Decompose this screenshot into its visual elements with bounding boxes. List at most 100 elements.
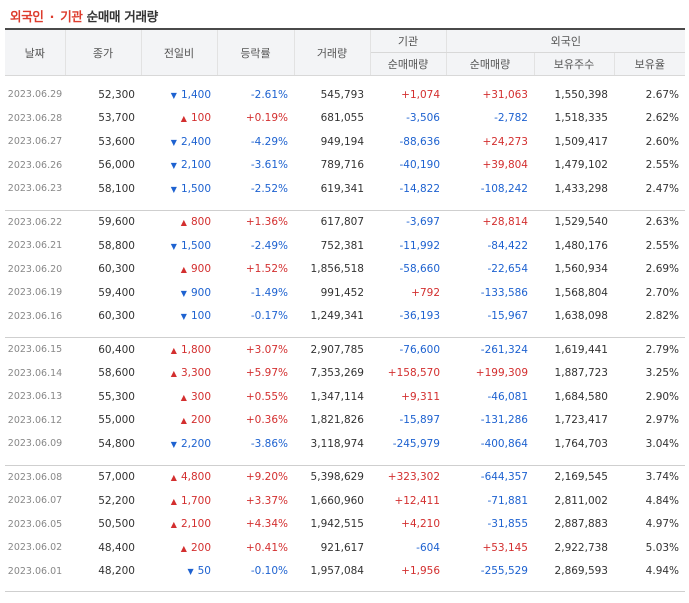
date-cell: 2023.06.28: [7, 112, 63, 124]
date-cell: 2023.06.14: [7, 367, 63, 379]
volume-cell: 991,452: [320, 286, 364, 299]
triangle-down-icon: ▼: [170, 90, 177, 100]
institution-net-cell: -58,660: [399, 263, 440, 276]
volume-cell: 7,353,269: [310, 367, 364, 380]
close-cell: 52,200: [98, 494, 135, 507]
triangle-up-icon: ▲: [170, 520, 177, 530]
foreign-ratio-cell: 2.90%: [645, 390, 680, 403]
change-cell: ▲ 1,800: [141, 338, 217, 362]
rate-cell: -2.61%: [250, 88, 288, 101]
header-institution-net: 순매매량: [370, 52, 447, 76]
date-cell: 2023.06.19: [7, 287, 63, 299]
table-row: 2023.06.05 50,500 ▲ 2,100 +4.34% 1,942,515 +4,…: [5, 513, 685, 537]
triangle-down-icon: ▼: [170, 137, 177, 147]
table-row: 2023.06.29 52,300 ▼ 1,400 -2.61% 545,793 +1,07…: [5, 83, 685, 107]
change-value: 1,800: [180, 343, 211, 356]
foreign-holdings-cell: 2,869,593: [554, 565, 608, 578]
institution-net-cell: +9,311: [401, 390, 440, 403]
close-cell: 55,000: [98, 414, 135, 427]
rate-cell: +4.34%: [245, 518, 288, 531]
change-cell: ▲ 2,100: [141, 513, 217, 537]
rate-cell: +9.20%: [245, 471, 288, 484]
header-foreign-group: 외국인: [446, 28, 686, 53]
date-cell: 2023.06.22: [7, 216, 63, 228]
table-row: 2023.06.27 53,600 ▼ 2,400 -4.29% 949,194 -88,6…: [5, 130, 685, 154]
title-institution: 기관: [60, 9, 83, 24]
foreign-net-cell: -261,324: [480, 343, 528, 356]
foreign-net-cell: -84,422: [487, 239, 528, 252]
foreign-ratio-cell: 3.25%: [645, 367, 680, 380]
volume-cell: 921,617: [320, 541, 364, 554]
table-row: 2023.06.14 58,600 ▲ 3,300 +5.97% 7,353,269 +15…: [5, 362, 685, 386]
triangle-up-icon: ▲: [180, 218, 187, 228]
close-cell: 48,200: [98, 565, 135, 578]
close-cell: 60,300: [98, 263, 135, 276]
table-row: 2023.06.13 55,300 ▲ 300 +0.55% 1,347,114 +9,31…: [5, 385, 685, 409]
rate-cell: +3.37%: [245, 494, 288, 507]
triangle-down-icon: ▼: [180, 312, 187, 322]
triangle-up-icon: ▲: [170, 473, 177, 483]
rate-cell: +1.52%: [245, 263, 288, 276]
foreign-holdings-cell: 1,480,176: [554, 239, 608, 252]
date-cell: 2023.06.09: [7, 438, 63, 450]
close-cell: 59,600: [98, 216, 135, 229]
foreign-net-cell: -133,586: [480, 286, 528, 299]
foreign-holdings-cell: 1,684,580: [554, 390, 608, 403]
institution-net-cell: +158,570: [387, 367, 440, 380]
close-cell: 57,000: [98, 471, 135, 484]
volume-cell: 949,194: [320, 135, 364, 148]
change-value: 200: [190, 541, 211, 554]
triangle-up-icon: ▲: [170, 496, 177, 506]
foreign-ratio-cell: 3.74%: [645, 471, 680, 484]
foreign-holdings-cell: 2,169,545: [554, 471, 608, 484]
triangle-down-icon: ▼: [187, 567, 194, 577]
change-value: 2,100: [180, 159, 211, 172]
foreign-net-cell: -2,782: [494, 112, 528, 125]
triangle-up-icon: ▲: [180, 114, 187, 124]
group-divider: [5, 76, 685, 84]
foreign-holdings-cell: 1,568,804: [554, 286, 608, 299]
triangle-up-icon: ▲: [180, 392, 187, 402]
change-cell: ▼ 900: [141, 281, 217, 305]
volume-cell: 1,821,826: [310, 414, 364, 427]
title-rest: 순매매 거래량: [86, 9, 159, 24]
table-row: 2023.06.01 48,200 ▼ 50 -0.10% 1,957,084 +1,956…: [5, 560, 685, 584]
foreign-ratio-cell: 2.55%: [645, 239, 680, 252]
table-row: 2023.06.23 58,100 ▼ 1,500 -2.52% 619,341 -14,8…: [5, 177, 685, 201]
change-cell: ▼ 50: [141, 560, 217, 584]
foreign-net-cell: -644,357: [480, 471, 528, 484]
close-cell: 48,400: [98, 541, 135, 554]
change-value: 2,400: [180, 135, 211, 148]
foreign-holdings-cell: 2,811,002: [554, 494, 608, 507]
triangle-down-icon: ▼: [170, 161, 177, 171]
table-row: 2023.06.09 54,800 ▼ 2,200 -3.86% 3,118,974 -24…: [5, 432, 685, 456]
date-cell: 2023.06.29: [7, 89, 63, 101]
date-cell: 2023.06.27: [7, 136, 63, 148]
change-value: 2,100: [180, 518, 211, 531]
date-cell: 2023.06.12: [7, 414, 63, 426]
foreign-net-cell: -400,864: [480, 437, 528, 450]
rate-cell: -4.29%: [250, 135, 288, 148]
date-cell: 2023.06.16: [7, 310, 63, 322]
foreign-holdings-cell: 1,560,934: [554, 263, 608, 276]
volume-cell: 2,907,785: [310, 343, 364, 356]
group-divider: [5, 200, 686, 211]
foreign-ratio-cell: 2.82%: [645, 310, 680, 323]
date-cell: 2023.06.08: [7, 471, 63, 483]
change-value: 200: [190, 414, 211, 427]
close-cell: 55,300: [98, 390, 135, 403]
volume-cell: 545,793: [320, 88, 364, 101]
change-cell: ▼ 100: [141, 305, 217, 329]
foreign-holdings-cell: 1,479,102: [554, 159, 608, 172]
change-cell: ▼ 1,500: [141, 234, 217, 258]
close-cell: 53,600: [98, 135, 135, 148]
table-bottom-border: [5, 583, 686, 592]
change-value: 4,800: [180, 471, 211, 484]
rate-cell: +3.07%: [245, 343, 288, 356]
institution-net-cell: -88,636: [399, 135, 440, 148]
rate-cell: +5.97%: [245, 367, 288, 380]
change-cell: ▼ 1,500: [141, 177, 217, 201]
foreign-holdings-cell: 1,433,298: [554, 182, 608, 195]
volume-cell: 1,856,518: [310, 263, 364, 276]
header-foreign-ratio: 보유율: [614, 52, 686, 76]
